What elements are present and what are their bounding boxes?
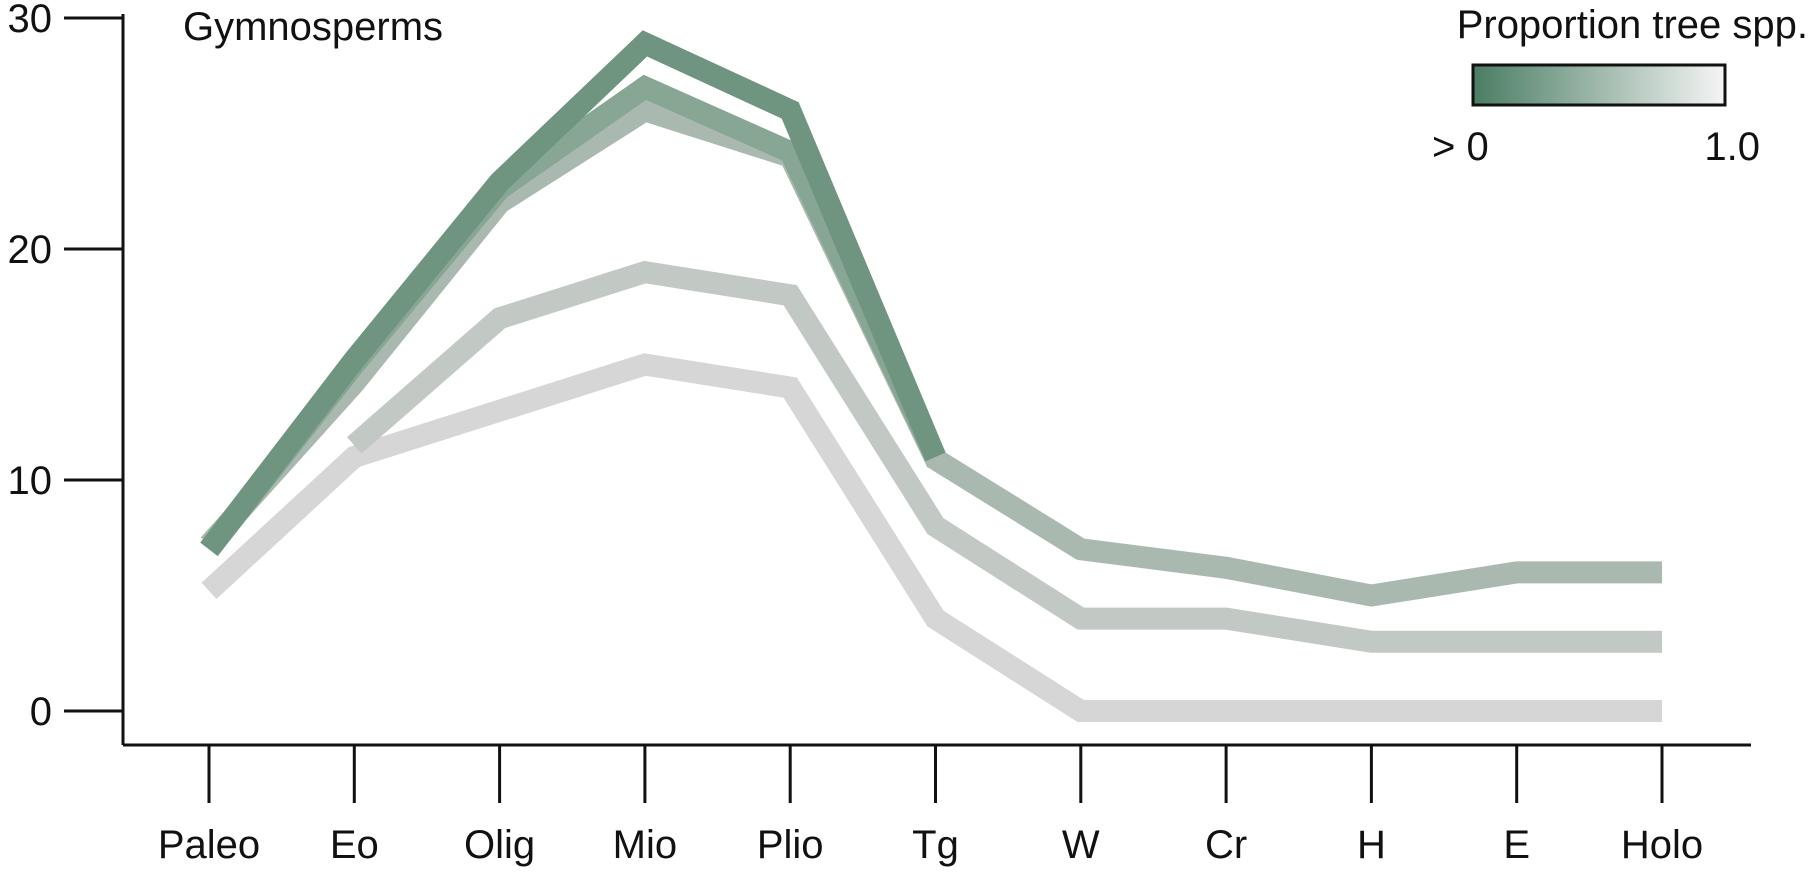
x-tick-label: Plio: [757, 823, 824, 867]
x-tick-label: W: [1062, 823, 1100, 867]
x-tick-label: Holo: [1621, 823, 1703, 867]
x-tick-label: Mio: [613, 823, 677, 867]
legend-min-label: > 0: [1432, 125, 1489, 169]
y-ticks: 0 10 20 30: [8, 0, 123, 734]
x-tick-label: Eo: [330, 823, 379, 867]
x-ticks: Paleo Eo Olig Mio Plio Tg W Cr H E Holo: [158, 745, 1703, 867]
y-tick-label: 30: [8, 0, 53, 41]
series-line-4: [347, 260, 1662, 653]
x-tick-label: Olig: [464, 823, 535, 867]
y-tick-label: 20: [8, 228, 53, 272]
series-line-1: [200, 30, 946, 556]
x-tick-label: Tg: [912, 823, 959, 867]
chart-title: Gymnosperms: [183, 5, 443, 49]
legend-title: Proportion tree spp.: [1457, 3, 1808, 47]
legend-gradient-bar: [1471, 63, 1727, 107]
x-tick-label: H: [1357, 823, 1386, 867]
y-tick-label: 0: [30, 690, 52, 734]
y-tick-label: 10: [8, 459, 53, 503]
legend: Proportion tree spp. > 0 1.0: [1432, 3, 1808, 169]
x-tick-label: E: [1503, 823, 1530, 867]
x-tick-label: Cr: [1205, 823, 1247, 867]
legend-max-label: 1.0: [1704, 125, 1760, 169]
series-layer: [200, 30, 1662, 722]
series-line-5: [201, 353, 1662, 722]
x-tick-label: Paleo: [158, 823, 260, 867]
